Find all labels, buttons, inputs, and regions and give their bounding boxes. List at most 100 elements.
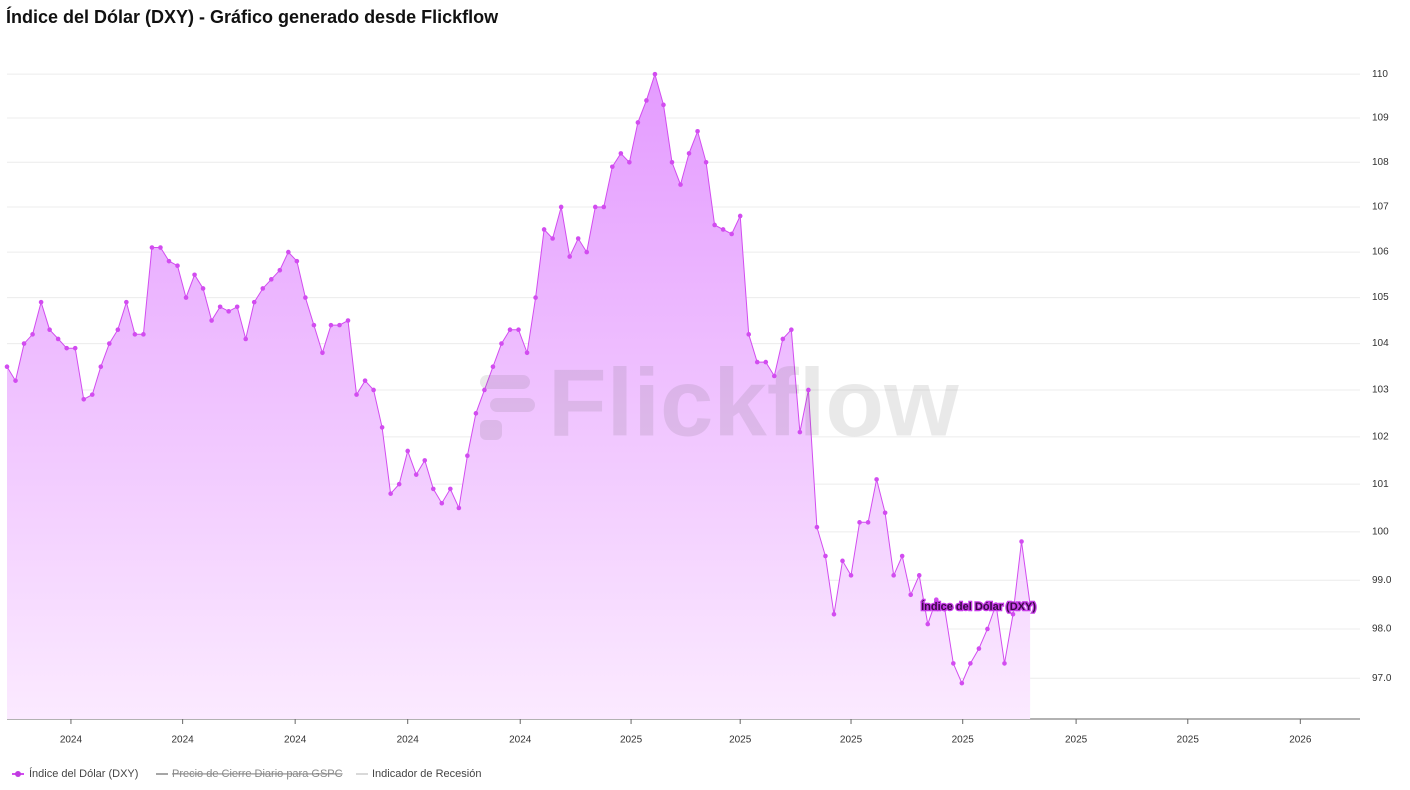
data-point (584, 249, 590, 255)
data-point (754, 359, 760, 365)
data-point (303, 295, 308, 300)
data-point (916, 573, 922, 578)
data-point (47, 327, 52, 333)
data-point (627, 160, 632, 165)
data-point (379, 425, 385, 430)
data-point (405, 448, 410, 454)
data-point (831, 611, 837, 617)
data-point (209, 318, 214, 323)
data-point (21, 341, 27, 346)
data-point (823, 553, 828, 559)
annotation: Índice del Dólar (DXY) (921, 600, 1036, 613)
x-tick-label: 2025 (620, 735, 643, 746)
y-tick-label: 104 (1372, 338, 1389, 349)
y-tick-label: 105 (1372, 292, 1389, 303)
data-point (516, 327, 521, 333)
data-point (712, 222, 717, 228)
y-tick-label: 98.0 (1372, 624, 1392, 635)
data-point (968, 661, 973, 666)
data-point (371, 387, 376, 393)
legend-label: Indicador de Recesión (372, 768, 481, 780)
data-point (166, 258, 172, 264)
data-point (64, 345, 69, 351)
data-point (89, 392, 95, 397)
data-point (976, 646, 982, 651)
data-point (1002, 661, 1007, 666)
data-point (933, 597, 939, 602)
data-point (618, 151, 624, 156)
data-point (729, 231, 734, 237)
data-point (30, 332, 35, 337)
data-point (328, 322, 334, 328)
data-point (575, 236, 581, 241)
data-point (413, 472, 419, 477)
legend-label: Índice del Dólar (DXY) (29, 767, 138, 780)
data-point (567, 254, 572, 259)
data-point (38, 299, 44, 305)
chart-title: Índice del Dólar (DXY) - Gráfico generad… (6, 6, 499, 27)
data-point (149, 245, 155, 250)
data-point (132, 332, 138, 337)
data-point (891, 573, 896, 578)
data-point (439, 500, 445, 506)
data-point (703, 160, 709, 165)
data-point (686, 151, 692, 156)
data-point (507, 327, 513, 333)
data-point (959, 680, 965, 686)
data-point (200, 286, 206, 291)
area (7, 74, 1031, 719)
data-point (217, 304, 223, 310)
data-point (678, 182, 683, 187)
data-point (72, 345, 78, 351)
data-point (550, 236, 555, 241)
data-point (55, 336, 61, 342)
data-point (610, 164, 615, 170)
data-point (158, 245, 163, 250)
data-point (541, 227, 547, 232)
y-tick-label: 110 (1372, 69, 1388, 80)
x-tick-label: 2025 (1177, 735, 1200, 746)
x-tick-label: 2025 (729, 735, 752, 746)
y-tick-label: 106 (1372, 247, 1389, 258)
data-point (456, 505, 462, 511)
data-point (465, 453, 470, 458)
data-point (601, 204, 607, 210)
data-point (490, 364, 496, 370)
data-point (320, 350, 325, 356)
legend-swatch (15, 771, 21, 777)
data-point (294, 258, 300, 264)
data-point (908, 592, 914, 598)
data-point (942, 607, 948, 612)
data-point (865, 520, 871, 525)
x-tick-label: 2024 (60, 735, 83, 746)
data-point (124, 299, 129, 305)
y-tick-label: 108 (1372, 157, 1389, 168)
data-point (746, 332, 752, 337)
y-tick-label: 107 (1372, 202, 1389, 213)
data-point (98, 364, 104, 370)
data-point (260, 286, 266, 291)
data-point (175, 263, 180, 268)
data-point (840, 558, 845, 564)
data-point (737, 213, 743, 219)
data-point (592, 204, 598, 210)
data-point (4, 364, 10, 370)
x-tick-label: 2024 (509, 735, 532, 746)
y-tick-label: 101 (1372, 479, 1389, 490)
data-point (797, 429, 803, 435)
x-tick-label: 2024 (284, 735, 307, 746)
data-point (354, 392, 359, 397)
data-point (243, 336, 249, 342)
data-point (763, 359, 769, 365)
watermark: Flickflow (548, 349, 959, 456)
data-point (771, 373, 777, 379)
data-point (286, 249, 291, 255)
data-point (635, 120, 641, 125)
data-point (533, 295, 538, 300)
data-point (268, 277, 274, 282)
y-tick-label: 102 (1372, 431, 1389, 442)
data-point (107, 341, 112, 346)
watermark-logo (480, 375, 535, 440)
data-point (814, 524, 820, 530)
